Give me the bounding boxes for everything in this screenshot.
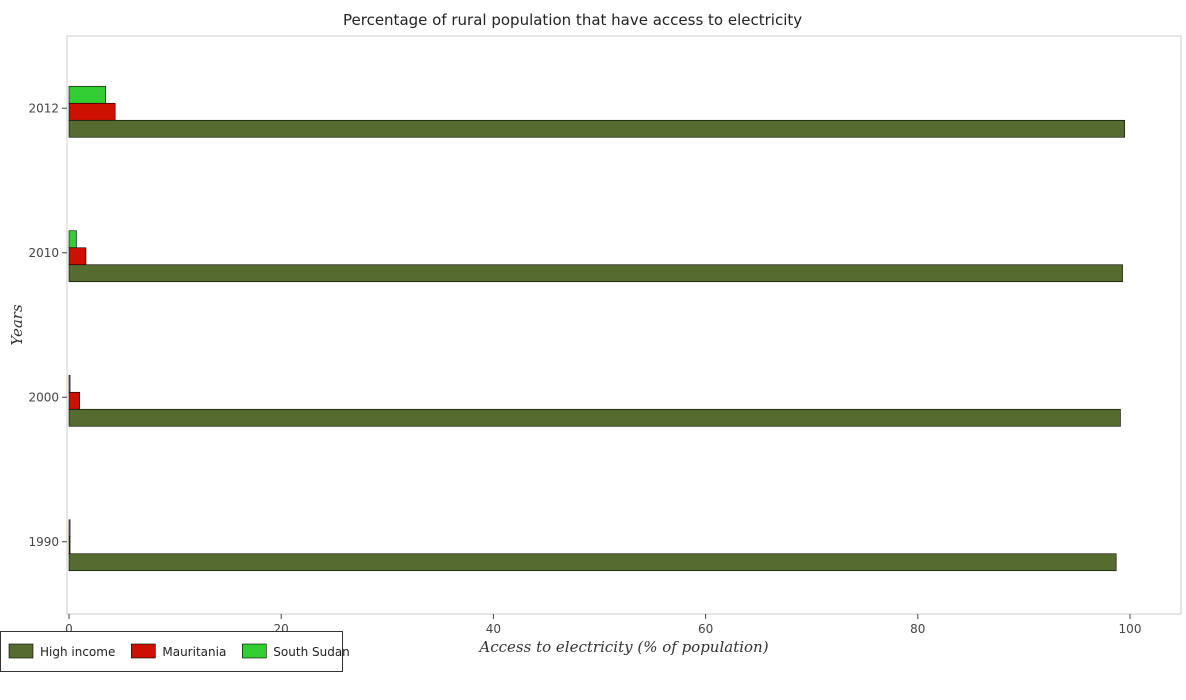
legend-label-high-income: High income [40, 645, 115, 659]
x-tick-label: 60 [698, 622, 713, 636]
bar-mauritania-2012 [68, 102, 116, 121]
bar-south-sudan-2000 [68, 374, 71, 393]
y-axis-label: Years [8, 304, 26, 346]
legend-box [0, 631, 343, 672]
bar-south-sudan-2010 [68, 230, 77, 249]
x-tick-label: 80 [910, 622, 925, 636]
y-tick-label: 2010 [28, 246, 59, 260]
bar-high-income-2012 [68, 119, 1125, 138]
x-axis-label: Access to electricity (% of population) [477, 638, 768, 656]
bar-mauritania-2000 [68, 391, 80, 410]
bar-high-income-2010 [68, 264, 1123, 283]
y-tick-label: 2000 [28, 390, 59, 404]
chart-title: Percentage of rural population that have… [343, 11, 802, 29]
bar-south-sudan-1990 [68, 519, 71, 538]
x-tick-label: 0 [65, 622, 73, 636]
legend-label-south-sudan: South Sudan [273, 645, 350, 659]
x-tick-label: 40 [486, 622, 501, 636]
bar-south-sudan-2012 [68, 85, 106, 104]
bar-high-income-1990 [68, 553, 1117, 572]
y-tick-label: 1990 [28, 535, 59, 549]
legend-swatch-mauritania [131, 643, 156, 659]
y-tick-label: 2012 [28, 101, 59, 115]
legend: High income Mauritania South Sudan [0, 631, 350, 672]
x-tick-label: 100 [1119, 622, 1142, 636]
bar-mauritania-1990 [68, 536, 71, 555]
y-axis: 1990 2000 2010 2012 [28, 101, 67, 549]
bar-mauritania-2010 [68, 247, 87, 266]
legend-swatch-south-sudan [241, 643, 267, 659]
bar-high-income-2000 [68, 408, 1121, 427]
legend-swatch-high-income [8, 643, 34, 659]
bars [68, 85, 1125, 572]
legend-label-mauritania: Mauritania [162, 645, 226, 659]
